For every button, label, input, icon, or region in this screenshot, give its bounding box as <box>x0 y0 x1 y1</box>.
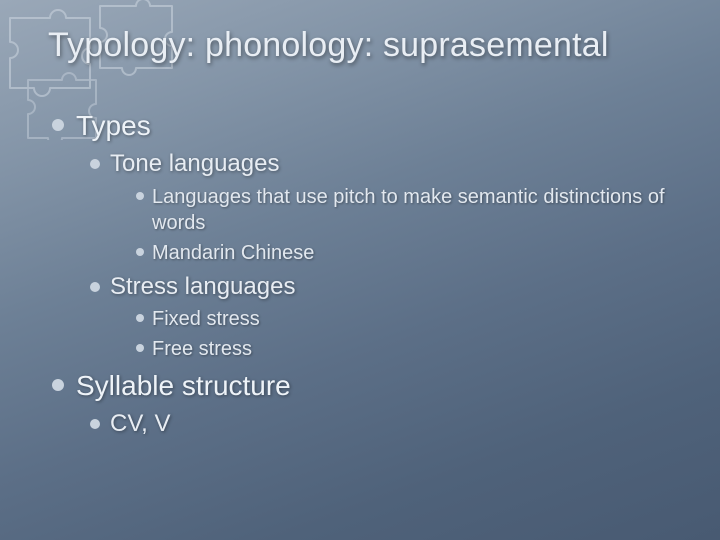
bullet-icon <box>90 282 100 292</box>
bullet-icon <box>136 248 144 256</box>
list-item: Free stress <box>136 336 690 362</box>
list-item: Types Tone languages Languages tha <box>52 108 690 362</box>
bullet-text: Fixed stress <box>152 306 690 332</box>
slide-title: Typology: phonology: suprasemental <box>48 26 700 65</box>
list-item: Fixed stress <box>136 306 690 332</box>
list-item: CV, V <box>90 409 690 440</box>
slide-body: Types Tone languages Languages tha <box>52 108 690 446</box>
bullet-text: Syllable structure <box>76 368 690 403</box>
bullet-text: Types <box>76 108 690 143</box>
slide: Typology: phonology: suprasemental Types… <box>0 0 720 540</box>
bullet-text: Languages that use pitch to make semanti… <box>152 184 690 236</box>
bullet-icon <box>136 344 144 352</box>
bullet-text: Mandarin Chinese <box>152 240 690 266</box>
list-item: Tone languages Languages that use pitch … <box>90 149 690 266</box>
bullet-text: Tone languages <box>110 149 690 180</box>
bullet-text: Stress languages <box>110 272 690 303</box>
bullet-text: CV, V <box>110 409 690 440</box>
bullet-icon <box>136 314 144 322</box>
list-item: Mandarin Chinese <box>136 240 690 266</box>
bullet-text: Free stress <box>152 336 690 362</box>
bullet-icon <box>90 419 100 429</box>
bullet-icon <box>52 119 64 131</box>
list-item: Stress languages Fixed stress <box>90 272 690 363</box>
list-item: Languages that use pitch to make semanti… <box>136 184 690 236</box>
bullet-icon <box>52 379 64 391</box>
bullet-icon <box>136 192 144 200</box>
list-item: Syllable structure CV, V <box>52 368 690 440</box>
bullet-icon <box>90 159 100 169</box>
